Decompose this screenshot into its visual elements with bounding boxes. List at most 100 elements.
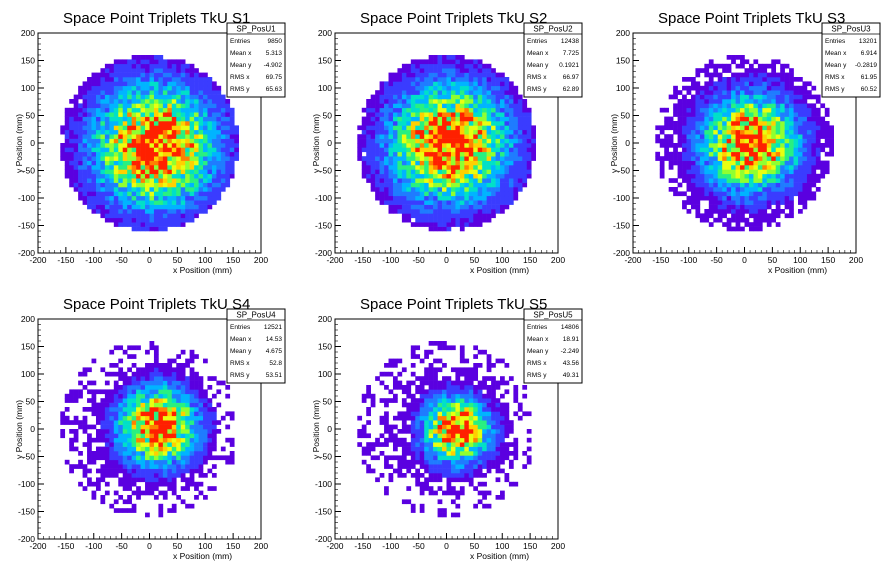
heatmap-cell: [477, 99, 483, 104]
heatmap-cell: [401, 85, 407, 91]
heatmap-cell: [450, 121, 456, 126]
heatmap-cell: [757, 125, 763, 131]
heatmap-cell: [820, 147, 826, 153]
heatmap-cell: [122, 178, 128, 183]
heatmap-cell: [211, 407, 217, 412]
heatmap-cell: [789, 147, 794, 153]
heatmap-cell: [109, 156, 115, 161]
heatmap-cell: [699, 151, 705, 157]
heatmap-cell: [388, 81, 394, 87]
heatmap-cell: [766, 85, 772, 91]
heatmap-cell: [153, 103, 159, 109]
heatmap-cell: [171, 195, 177, 201]
heatmap-cell: [433, 90, 438, 95]
heatmap-cell: [207, 112, 213, 117]
heatmap-cell: [410, 99, 416, 104]
heatmap-cell: [158, 459, 164, 465]
heatmap-cell: [167, 481, 173, 487]
heatmap-cell: [388, 138, 394, 144]
heatmap-cell: [446, 90, 452, 95]
heatmap-cell: [820, 116, 826, 122]
heatmap-cell: [713, 116, 719, 122]
heatmap-cell: [167, 121, 173, 126]
heatmap-cell: [508, 147, 514, 153]
heatmap-cell: [136, 209, 141, 214]
heatmap-cell: [91, 358, 97, 364]
heatmap-cell: [375, 442, 380, 447]
heatmap-cell: [158, 90, 164, 95]
heatmap-cell: [491, 138, 496, 144]
heatmap-cell: [127, 459, 132, 465]
heatmap-cell: [690, 204, 696, 210]
heatmap-cell: [677, 160, 683, 166]
heatmap-cell: [158, 363, 164, 368]
heatmap-cell: [379, 173, 385, 179]
heatmap-cell: [167, 63, 173, 69]
heatmap-cell: [450, 147, 456, 153]
heatmap-cell: [708, 160, 714, 166]
heatmap-cell: [60, 147, 66, 153]
heatmap-cell: [216, 134, 222, 139]
heatmap-cell: [207, 191, 213, 197]
heatmap-cell: [401, 99, 407, 104]
heatmap-cell: [185, 134, 190, 139]
heatmap-cell: [388, 116, 394, 122]
heatmap-cell: [468, 169, 474, 175]
heatmap-cell: [424, 187, 429, 192]
heatmap-cell: [442, 169, 447, 175]
heatmap-cell: [225, 455, 231, 461]
heatmap-cell: [446, 107, 452, 113]
heatmap-cell: [695, 125, 701, 131]
heatmap-cell: [419, 195, 425, 201]
heatmap-cell: [744, 99, 750, 104]
heatmap-cell: [153, 433, 159, 439]
heatmap-cell: [495, 125, 501, 131]
heatmap-cell: [757, 160, 763, 166]
x-tick-label: 100: [198, 255, 212, 265]
heatmap-cell: [229, 165, 235, 170]
heatmap-cell: [140, 129, 146, 135]
heatmap-cell: [695, 204, 701, 210]
heatmap-cell: [95, 165, 101, 170]
heatmap-cell: [424, 77, 429, 82]
heatmap-cell: [753, 173, 759, 179]
heatmap-cell: [437, 151, 443, 157]
heatmap-cell: [131, 165, 137, 170]
heatmap-cell: [446, 116, 452, 122]
heatmap-cell: [171, 103, 177, 109]
heatmap-cell: [87, 446, 92, 452]
heatmap-cell: [464, 121, 470, 126]
heatmap-cell: [73, 446, 79, 452]
heatmap-cell: [424, 99, 429, 104]
heatmap-cell: [450, 217, 456, 223]
heatmap-cell: [73, 165, 79, 170]
stats-box-name: SP_PosU3: [831, 25, 871, 34]
heatmap-cell: [384, 200, 389, 205]
heatmap-cell: [664, 156, 669, 161]
heatmap-cell: [189, 442, 195, 447]
heatmap-cell: [500, 147, 505, 153]
heatmap-cell: [401, 143, 407, 148]
heatmap-cell: [464, 103, 470, 109]
heatmap-cell: [419, 129, 425, 135]
heatmap-cell: [775, 112, 781, 117]
heatmap-cell: [464, 59, 470, 65]
heatmap-cell: [695, 160, 701, 166]
heatmap-cell: [185, 217, 190, 223]
heatmap-cell: [180, 125, 186, 131]
y-tick-label: 150: [21, 56, 35, 66]
heatmap-cell: [176, 376, 182, 381]
heatmap-cell: [145, 420, 150, 425]
heatmap-cell: [388, 187, 394, 192]
heatmap-cell: [384, 125, 389, 131]
heatmap-cell: [508, 138, 514, 144]
heatmap-cell: [153, 94, 159, 100]
heatmap-cell: [513, 138, 519, 144]
heatmap-cell: [442, 195, 447, 201]
heatmap-cell: [162, 77, 168, 82]
heatmap-cell: [127, 415, 132, 421]
heatmap-cell: [415, 81, 421, 87]
heatmap-cell: [136, 486, 141, 491]
heatmap-cell: [176, 63, 182, 69]
heatmap-cell: [185, 481, 190, 487]
